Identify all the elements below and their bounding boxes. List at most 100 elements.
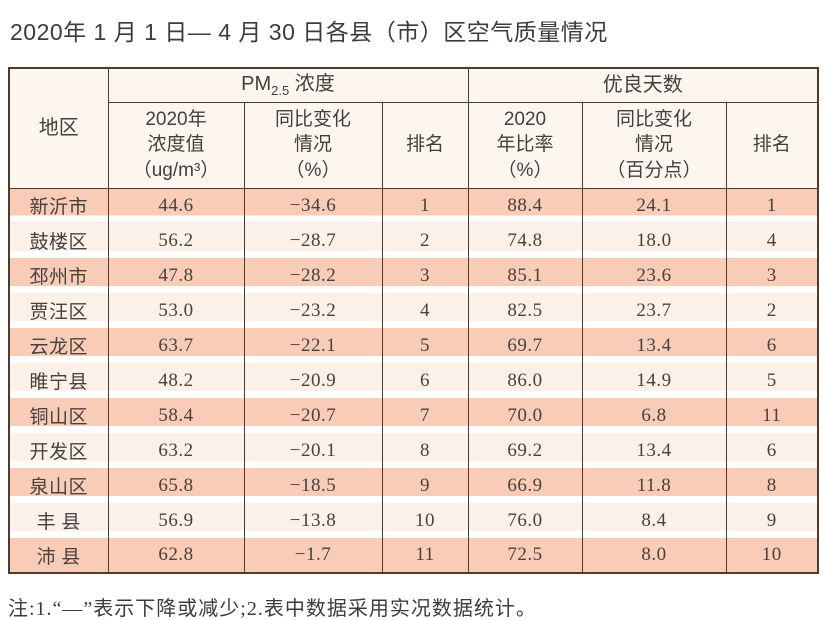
rate-change-cell: 13.4 <box>581 433 726 468</box>
rate-value-cell: 86.0 <box>467 363 582 398</box>
pm-value-cell: 63.2 <box>107 433 244 468</box>
rate-rank-cell: 8 <box>725 468 819 503</box>
pm-label-suffix: 浓度 <box>289 73 335 96</box>
header-rate-rank: 排名 <box>725 102 819 189</box>
rate-change-cell: 8.4 <box>581 503 726 538</box>
header-region: 地区 <box>8 68 108 189</box>
rate-change-cell: 23.7 <box>581 293 726 328</box>
rate-change-cell: 23.6 <box>581 258 726 293</box>
region-cell: 睢宁县 <box>8 363 108 398</box>
rate-change-cell: 6.8 <box>581 398 726 433</box>
rate-rank-cell: 10 <box>725 538 819 573</box>
rate-rank-cell: 2 <box>725 293 819 328</box>
pm-rank-cell: 2 <box>381 223 468 258</box>
header-pm-value: 2020年 浓度值 （ug/m³） <box>107 102 244 189</box>
table-row: 鼓楼区 56.2 −28.7 2 74.8 18.0 4 <box>8 223 819 258</box>
pm-value-cell: 47.8 <box>107 258 244 293</box>
rate-rank-cell: 3 <box>725 258 819 293</box>
table-row: 云龙区 63.7 −22.1 5 69.7 13.4 6 <box>8 328 819 363</box>
pm-rank-cell: 6 <box>381 363 468 398</box>
pm-value-cell: 65.8 <box>107 468 244 503</box>
rate-value-cell: 74.8 <box>467 223 582 258</box>
region-cell: 贾汪区 <box>8 293 108 328</box>
pm-label-subscript: 2.5 <box>271 83 290 99</box>
rate-rank-cell: 4 <box>725 223 819 258</box>
pm-rank-cell: 4 <box>381 293 468 328</box>
pm-change-cell: −23.2 <box>243 293 382 328</box>
region-cell: 泉山区 <box>8 468 108 503</box>
pm-value-cell: 62.8 <box>107 538 244 573</box>
pm-rank-cell: 8 <box>381 433 468 468</box>
region-cell: 鼓楼区 <box>8 223 108 258</box>
rate-value-cell: 69.7 <box>467 328 582 363</box>
region-cell: 沛 县 <box>8 538 108 573</box>
rate-rank-cell: 5 <box>725 363 819 398</box>
region-cell: 邳州市 <box>8 258 108 293</box>
table-row: 贾汪区 53.0 −23.2 4 82.5 23.7 2 <box>8 293 819 328</box>
table-row: 开发区 63.2 −20.1 8 69.2 13.4 6 <box>8 433 819 468</box>
table-row: 泉山区 65.8 −18.5 9 66.9 11.8 8 <box>8 468 819 503</box>
pm-change-cell: −28.2 <box>243 258 382 293</box>
header-pm-change: 同比变化 情况 （%） <box>243 102 382 189</box>
rate-value-cell: 82.5 <box>467 293 582 328</box>
table-header: 地区 PM2.5 浓度 优良天数 2020年 浓度值 （ug/m³） 同比变化 … <box>8 68 819 189</box>
table-row: 睢宁县 48.2 −20.9 6 86.0 14.9 5 <box>8 363 819 398</box>
pm-change-cell: −22.1 <box>243 328 382 363</box>
pm-rank-cell: 11 <box>381 538 468 573</box>
region-cell: 开发区 <box>8 433 108 468</box>
header-good-days-group: 优良天数 <box>467 68 819 103</box>
pm-rank-cell: 3 <box>381 258 468 293</box>
table-row: 丰 县 56.9 −13.8 10 76.0 8.4 9 <box>8 503 819 538</box>
header-rate-change: 同比变化 情况 （百分点） <box>581 102 726 189</box>
pm-rank-cell: 5 <box>381 328 468 363</box>
pm-change-cell: −28.7 <box>243 223 382 258</box>
page-title: 2020年 1 月 1 日— 4 月 30 日各县（市）区空气质量情况 <box>10 19 608 45</box>
table-row: 新沂市 44.6 −34.6 1 88.4 24.1 1 <box>8 188 819 223</box>
pm-value-cell: 63.7 <box>107 328 244 363</box>
rate-rank-cell: 6 <box>725 328 819 363</box>
rate-value-cell: 85.1 <box>467 258 582 293</box>
rate-change-cell: 11.8 <box>581 468 726 503</box>
header-sub-row: 2020年 浓度值 （ug/m³） 同比变化 情况 （%） 排名 2020 年比… <box>9 102 819 189</box>
rate-rank-cell: 11 <box>725 398 819 433</box>
pm-change-cell: −20.9 <box>243 363 382 398</box>
rate-value-cell: 76.0 <box>467 503 582 538</box>
pm-rank-cell: 1 <box>381 188 468 223</box>
pm-change-cell: −20.7 <box>243 398 382 433</box>
rate-value-cell: 66.9 <box>467 468 582 503</box>
rate-rank-cell: 6 <box>725 433 819 468</box>
rate-change-cell: 13.4 <box>581 328 726 363</box>
rate-change-cell: 14.9 <box>581 363 726 398</box>
pm-value-cell: 44.6 <box>107 188 244 223</box>
region-cell: 新沂市 <box>8 188 108 223</box>
pm-change-cell: −20.1 <box>243 433 382 468</box>
pm-rank-cell: 9 <box>381 468 468 503</box>
table-row: 沛 县 62.8 −1.7 11 72.5 8.0 10 <box>8 538 819 573</box>
pm-value-cell: 56.2 <box>107 223 244 258</box>
table-body: 新沂市 44.6 −34.6 1 88.4 24.1 1 鼓楼区 56.2 −28.7 2 74.8 1… <box>8 188 819 573</box>
pm-value-cell: 53.0 <box>107 293 244 328</box>
region-cell: 云龙区 <box>8 328 108 363</box>
pm-change-cell: −1.7 <box>243 538 382 573</box>
table-row: 邳州市 47.8 −28.2 3 85.1 23.6 3 <box>8 258 819 293</box>
pm-change-cell: −34.6 <box>243 188 382 223</box>
table-row: 铜山区 58.4 −20.7 7 70.0 6.8 11 <box>8 398 819 433</box>
rate-rank-cell: 1 <box>725 188 819 223</box>
pm-change-cell: −18.5 <box>243 468 382 503</box>
pm-value-cell: 56.9 <box>107 503 244 538</box>
air-quality-table: 地区 PM2.5 浓度 优良天数 2020年 浓度值 （ug/m³） 同比变化 … <box>8 67 820 574</box>
rate-rank-cell: 9 <box>725 503 819 538</box>
header-pm-rank: 排名 <box>381 102 468 189</box>
rate-value-cell: 70.0 <box>467 398 582 433</box>
rate-change-cell: 24.1 <box>581 188 726 223</box>
pm-rank-cell: 7 <box>381 398 468 433</box>
pm-change-cell: −13.8 <box>243 503 382 538</box>
footnote: 注:1.“—”表示下降或减少;2.表中数据采用实况数据统计。 <box>8 598 537 620</box>
rate-value-cell: 88.4 <box>467 188 582 223</box>
pm-value-cell: 58.4 <box>107 398 244 433</box>
region-cell: 丰 县 <box>8 503 108 538</box>
pm-value-cell: 48.2 <box>107 363 244 398</box>
rate-value-cell: 69.2 <box>467 433 582 468</box>
header-pm-group: PM2.5 浓度 <box>107 68 468 103</box>
header-group-row: 地区 PM2.5 浓度 优良天数 <box>8 68 819 189</box>
